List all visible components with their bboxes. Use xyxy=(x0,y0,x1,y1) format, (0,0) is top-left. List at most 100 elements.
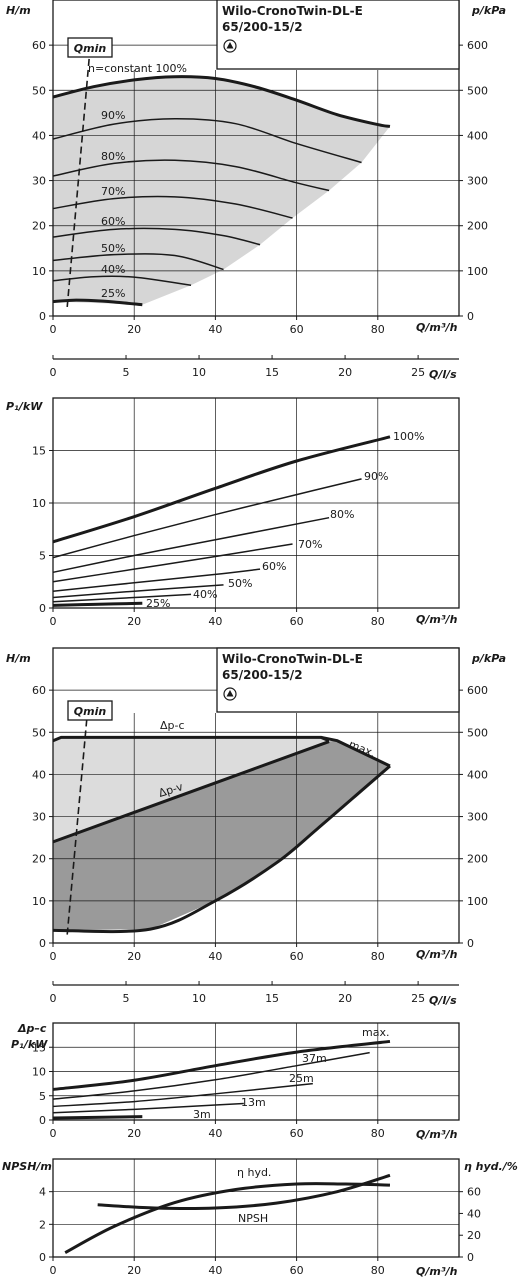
series-label: 80% xyxy=(330,508,354,521)
series-label: 40% xyxy=(193,588,217,601)
y-tick-label: 5 xyxy=(39,550,46,563)
plot-frame xyxy=(52,1158,460,1258)
y2-tick-label: 0 xyxy=(467,310,474,323)
x-tick-label: 40 xyxy=(208,615,222,628)
wilo-logo-triangle xyxy=(226,42,234,49)
x-tick-label: 60 xyxy=(290,1127,304,1140)
chart-title: 65/200-15/2 xyxy=(222,668,303,682)
series-line xyxy=(52,543,293,583)
series-line xyxy=(52,1039,391,1091)
series-line xyxy=(52,195,293,219)
series-label: 60% xyxy=(262,560,286,573)
y-tick-label: 0 xyxy=(39,602,46,615)
x2-tick-label: 25 xyxy=(411,992,425,1005)
chart-h-control: Wilo-CronoTwin-DL-E 65/200-15/2 0 20 40 60 80 0… xyxy=(6,647,506,1007)
series-line xyxy=(97,1173,391,1211)
y-tick-label: 40 xyxy=(32,768,46,781)
y2-tick-label: 40 xyxy=(467,1207,481,1220)
y-tick-label: 30 xyxy=(32,175,46,188)
series-line xyxy=(52,1115,143,1120)
x-tick-label: 20 xyxy=(127,323,141,336)
series-label: 50% xyxy=(101,242,125,255)
y-tick-label: 20 xyxy=(32,220,46,233)
y-tick-label: 15 xyxy=(32,445,46,458)
y-tick-label: 50 xyxy=(32,84,46,97)
x2-tick-label: 0 xyxy=(50,366,57,379)
series-label: Δp-c xyxy=(160,719,185,732)
x-tick-label: 0 xyxy=(50,323,57,336)
series-line xyxy=(52,584,224,599)
x2-axis-title: Q/l/s xyxy=(429,368,457,381)
chart-title: Wilo-CronoTwin-DL-E xyxy=(222,4,363,18)
chart-title: Wilo-CronoTwin-DL-E xyxy=(222,652,363,666)
series-label: η hyd. xyxy=(237,1166,271,1179)
series-label: 25% xyxy=(101,287,125,300)
series-line xyxy=(52,159,330,192)
y-tick-label: 40 xyxy=(32,129,46,142)
series-line xyxy=(52,298,143,307)
series-line xyxy=(52,1051,370,1100)
y-tick-label: 0 xyxy=(39,1114,46,1127)
series-label: 50% xyxy=(228,577,252,590)
x2-tick-label: 25 xyxy=(411,366,425,379)
plot-frame xyxy=(52,0,460,317)
series-line xyxy=(52,117,362,164)
y2-tick-label: 0 xyxy=(467,937,474,950)
y-tick-label: 4 xyxy=(39,1186,46,1199)
x2-tick-label: 15 xyxy=(265,366,279,379)
series-line xyxy=(320,735,391,768)
x-tick-label: 0 xyxy=(50,950,57,963)
series-line xyxy=(52,764,391,934)
x-tick-label: 40 xyxy=(208,323,222,336)
x-tick-label: 20 xyxy=(127,950,141,963)
series-line xyxy=(52,1102,244,1114)
chart-title: 65/200-15/2 xyxy=(222,20,303,34)
title-box xyxy=(216,0,460,70)
y2-axis-title: p/kPa xyxy=(471,652,506,665)
x-tick-label: 60 xyxy=(290,615,304,628)
title-box xyxy=(216,647,460,713)
series-line xyxy=(52,435,391,544)
y-tick-label: 10 xyxy=(32,497,46,510)
series-label: 13m xyxy=(241,1096,266,1109)
series-line xyxy=(52,601,143,607)
y-axis-title: NPSH/m xyxy=(2,1160,52,1173)
series-label: 25% xyxy=(146,597,170,610)
series-label: 80% xyxy=(101,150,125,163)
y-tick-label: 60 xyxy=(32,39,46,52)
series-label: 70% xyxy=(298,538,322,551)
x-axis-title: Q/m³/h xyxy=(416,321,458,334)
x-tick-label: 0 xyxy=(50,1127,57,1140)
y2-tick-label: 400 xyxy=(467,768,488,781)
y-tick-label: 10 xyxy=(32,1066,46,1079)
series-line xyxy=(52,593,192,603)
qmin-line xyxy=(66,54,91,308)
qmin-label: Qmin xyxy=(74,705,107,718)
series-label: 60% xyxy=(101,215,125,228)
y-tick-label: 60 xyxy=(32,684,46,697)
qmin-box xyxy=(67,37,113,58)
x-tick-label: 60 xyxy=(290,323,304,336)
y2-tick-label: 600 xyxy=(467,39,488,52)
x2-axis-title: Q/l/s xyxy=(429,994,457,1007)
y2-tick-label: 300 xyxy=(467,175,488,188)
y-axis-title: H/m xyxy=(6,652,31,665)
series-line xyxy=(52,75,391,128)
series-label: 90% xyxy=(364,470,388,483)
y2-tick-label: 0 xyxy=(467,1251,474,1264)
series-label: 40% xyxy=(101,263,125,276)
x2-tick-label: 10 xyxy=(192,366,206,379)
x-tick-label: 80 xyxy=(371,1127,385,1140)
y-tick-label: 10 xyxy=(32,265,46,278)
y-tick-label: 0 xyxy=(39,1251,46,1264)
x-axis-title: Q/m³/h xyxy=(416,1128,458,1141)
y2-axis-title: p/kPa xyxy=(471,4,506,17)
y-tick-label: 50 xyxy=(32,726,46,739)
series-label: 100% xyxy=(393,430,424,443)
y2-tick-label: 200 xyxy=(467,220,488,233)
y-tick-label: 0 xyxy=(39,937,46,950)
y2-tick-label: 200 xyxy=(467,853,488,866)
series-line xyxy=(52,568,261,592)
